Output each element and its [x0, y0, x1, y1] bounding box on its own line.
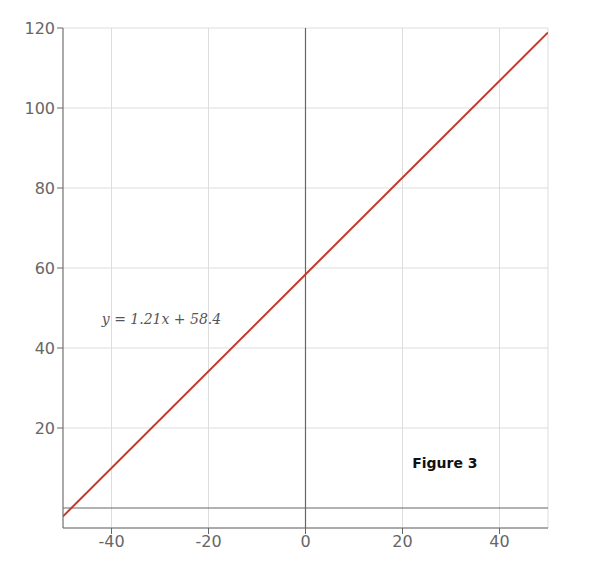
svg-text:y = 1.21x + 58.4: y = 1.21x + 58.4 — [101, 311, 221, 327]
svg-text:100: 100 — [24, 99, 55, 118]
svg-text:40: 40 — [35, 339, 55, 358]
svg-text:-40: -40 — [98, 532, 124, 551]
svg-text:20: 20 — [35, 419, 55, 438]
svg-text:60: 60 — [35, 259, 55, 278]
svg-text:Figure 3: Figure 3 — [412, 455, 477, 471]
svg-text:40: 40 — [489, 532, 509, 551]
svg-text:-20: -20 — [195, 532, 221, 551]
svg-text:0: 0 — [300, 532, 310, 551]
svg-text:20: 20 — [392, 532, 412, 551]
svg-text:120: 120 — [24, 19, 55, 38]
svg-text:80: 80 — [35, 179, 55, 198]
